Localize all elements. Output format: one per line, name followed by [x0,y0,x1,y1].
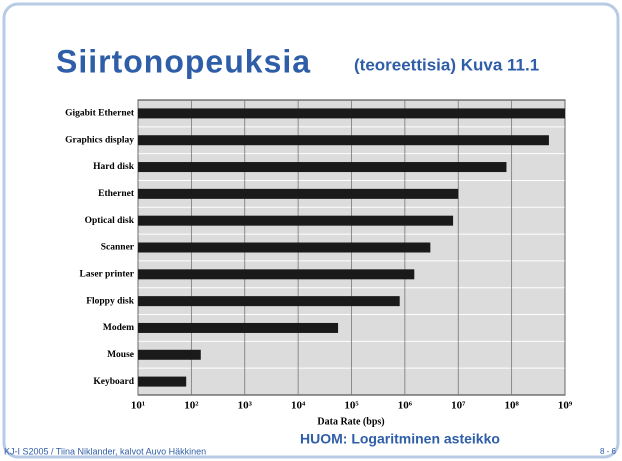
bar [138,349,201,360]
y-tick-label: Ethernet [98,189,135,199]
y-tick-label: Graphics display [65,135,134,145]
note: HUOM: Logaritminen asteikko [300,431,500,447]
y-tick-label: Optical disk [85,216,135,226]
x-tick-label: 10³ [238,400,253,412]
y-tick-label: Hard disk [93,162,135,172]
x-tick-label: 10⁷ [451,400,466,412]
bar [138,322,339,333]
y-tick-label: Floppy disk [86,296,135,306]
y-tick-label: Laser printer [80,270,135,280]
bar [138,162,507,173]
footer: KJ-I S2005 / Tiina Niklander, kalvot Auv… [4,446,206,456]
x-tick-label: 10⁶ [398,400,413,412]
slide-subtitle: (teoreettisia) Kuva 11.1 [354,55,539,74]
bar [138,269,415,280]
y-tick-label: Modem [103,323,134,333]
bar [138,296,400,307]
x-tick-label: 10⁹ [558,400,573,412]
x-axis-label: Data Rate (bps) [317,416,384,427]
bar [138,188,459,199]
y-tick-label: Keyboard [93,377,134,387]
bar [138,376,187,387]
y-tick-label: Mouse [107,350,134,360]
page-number: 8 - 6 [600,447,617,456]
bar [138,215,454,226]
bar [138,108,565,119]
y-tick-label: Gigabit Ethernet [65,109,135,119]
slide-title: Siirtonopeuksia [56,43,311,79]
x-tick-label: 10⁸ [504,400,519,412]
x-tick-label: 10¹ [131,400,145,412]
x-tick-label: 10² [184,400,199,412]
bar [138,135,549,146]
x-tick-label: 10⁵ [344,400,359,412]
x-tick-label: 10⁴ [291,400,306,412]
bar [138,242,431,253]
y-tick-label: Scanner [101,243,135,253]
